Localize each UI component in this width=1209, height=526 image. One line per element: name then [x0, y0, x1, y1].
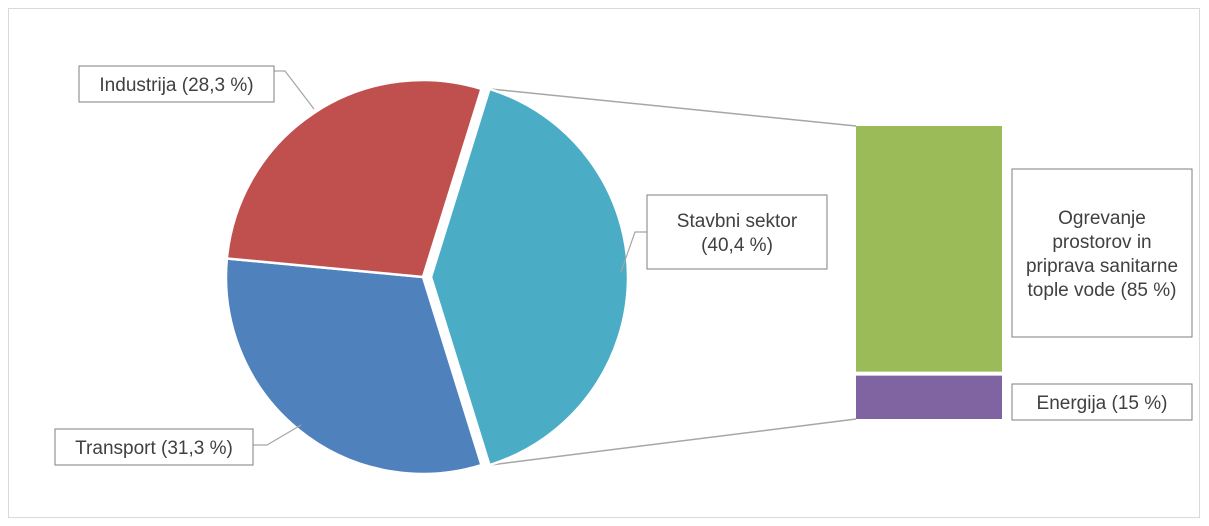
connector-bottom — [489, 418, 857, 466]
data-label-ogrevanje-prostorov-in-priprava-sanitarne-tople-vode: Ogrevanje prostorov in priprava sanitarne t… — [1011, 168, 1193, 338]
data-label-ogrevanje-prostorov-in-priprava-sanitarne-tople-vode-text: priprava sanitarne — [1026, 256, 1178, 277]
data-label-stavbni-sektor-box — [646, 194, 828, 270]
connector-lines — [489, 88, 857, 466]
leader-lines — [253, 70, 647, 446]
data-label-energija-box — [1011, 383, 1193, 421]
pie-slice-industrija — [225, 78, 484, 279]
data-label-transport-text: Transport (31,3 %) — [75, 438, 233, 459]
data-label-stavbni-sektor-text: Stavbni sektor — [677, 211, 798, 232]
leader-stavbni-sektor — [620, 231, 647, 273]
data-label-ogrevanje-prostorov-in-priprava-sanitarne-tople-vode-text: Ogrevanje — [1058, 208, 1146, 229]
data-label-transport-box — [54, 428, 254, 466]
bar-segment-ogrevanje-prostorov-in-priprava-sanitarne-tople-vode — [856, 126, 1002, 372]
data-label-industrija-text: Industrija (28,3 %) — [99, 75, 253, 96]
bar-segment-energija — [856, 375, 1002, 419]
bar-of-pie-chart: Stavbni sektor (40,4 %) Transport (31,3 %)… — [54, 65, 1193, 476]
chart-area: Stavbni sektor (40,4 %) Transport (31,3 %)… — [8, 8, 1200, 518]
stacked-bar — [856, 126, 1002, 419]
data-label-industrija: Industrija (28,3 %) — [78, 65, 275, 103]
data-label-energija-text: Energija (15 %) — [1037, 393, 1168, 414]
data-label-stavbni-sektor: Stavbni sektor (40,4 %) — [646, 194, 828, 270]
leader-transport — [253, 424, 302, 446]
data-label-transport: Transport (31,3 %) — [54, 428, 254, 466]
pie-slice-transport — [224, 257, 484, 476]
pie-slice-stavbni-sektor — [429, 87, 630, 467]
data-label-ogrevanje-prostorov-in-priprava-sanitarne-tople-vode-text: prostorov in — [1052, 232, 1151, 253]
connector-top — [489, 88, 857, 127]
data-label-ogrevanje-prostorov-in-priprava-sanitarne-tople-vode-text: tople vode (85 %) — [1028, 280, 1177, 301]
leader-industrija — [274, 70, 315, 110]
data-label-energija: Energija (15 %) — [1011, 383, 1193, 421]
data-label-stavbni-sektor-text: (40,4 %) — [701, 235, 773, 256]
data-label-industrija-box — [78, 65, 275, 103]
pie — [224, 78, 630, 476]
data-label-ogrevanje-prostorov-in-priprava-sanitarne-tople-vode-box — [1011, 168, 1193, 338]
data-labels: Stavbni sektor (40,4 %) Transport (31,3 %)… — [54, 65, 1193, 466]
